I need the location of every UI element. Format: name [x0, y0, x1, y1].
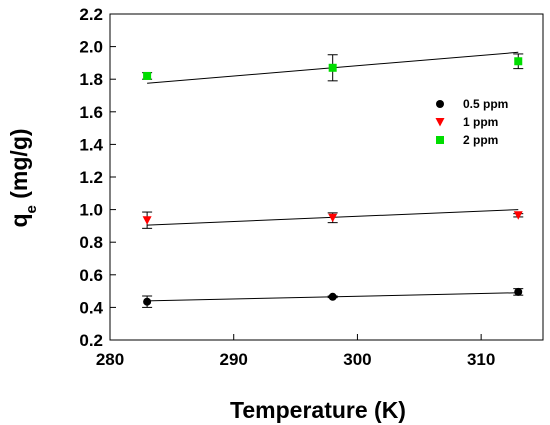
y-axis-title-base: q — [6, 213, 32, 227]
data-point — [143, 297, 152, 306]
y-axis-title: qe (mg/g) — [6, 128, 40, 227]
y-tick-label: 1.2 — [79, 168, 103, 187]
legend-marker — [436, 100, 444, 108]
x-tick-label: 300 — [343, 350, 371, 369]
x-tick-label: 290 — [220, 350, 248, 369]
data-point — [514, 287, 523, 296]
y-tick-label: 1.6 — [79, 103, 103, 122]
legend-label: 1 ppm — [463, 115, 498, 129]
y-tick-label: 0.8 — [79, 233, 103, 252]
data-point — [143, 71, 152, 80]
x-tick-label: 310 — [467, 350, 495, 369]
x-ticks — [109, 334, 482, 340]
x-tick-label: 280 — [96, 350, 124, 369]
x-axis-title: Temperature (K) — [230, 397, 406, 423]
y-axis-title-rest: (mg/g) — [6, 128, 32, 205]
fit-lines — [147, 51, 519, 302]
y-tick-label: 0.2 — [79, 331, 103, 350]
y-axis-title-subscript: e — [23, 205, 40, 213]
y-tick-label: 1.0 — [79, 201, 103, 220]
error-bars — [142, 53, 524, 308]
data-point — [142, 216, 152, 225]
y-tick-label: 1.4 — [79, 135, 103, 154]
legend-label: 2 ppm — [463, 133, 498, 147]
y-tick-label: 0.4 — [79, 298, 103, 317]
y-tick-labels: 0.2 0.4 0.6 0.8 1.0 1.2 1.4 1.6 1.8 2.0 2.2 — [79, 5, 103, 350]
data-points — [142, 57, 523, 306]
y-ticks — [110, 13, 116, 341]
data-point — [513, 211, 523, 220]
legend-label: 0.5 ppm — [463, 97, 508, 111]
plot-frame — [109, 13, 544, 341]
x-tick-labels: 280 290 300 310 — [96, 350, 496, 369]
data-point — [328, 213, 338, 223]
data-point — [514, 57, 523, 66]
legend: 0.5 ppm 1 ppm 2 ppm — [435, 97, 508, 147]
y-tick-label: 2.0 — [79, 38, 103, 57]
y-tick-label: 0.6 — [79, 266, 103, 285]
legend-marker — [435, 118, 445, 127]
y-tick-label: 2.2 — [79, 5, 103, 24]
y-tick-label: 1.8 — [79, 70, 103, 89]
data-point — [328, 63, 337, 72]
data-point — [328, 292, 337, 301]
legend-marker — [436, 136, 444, 144]
